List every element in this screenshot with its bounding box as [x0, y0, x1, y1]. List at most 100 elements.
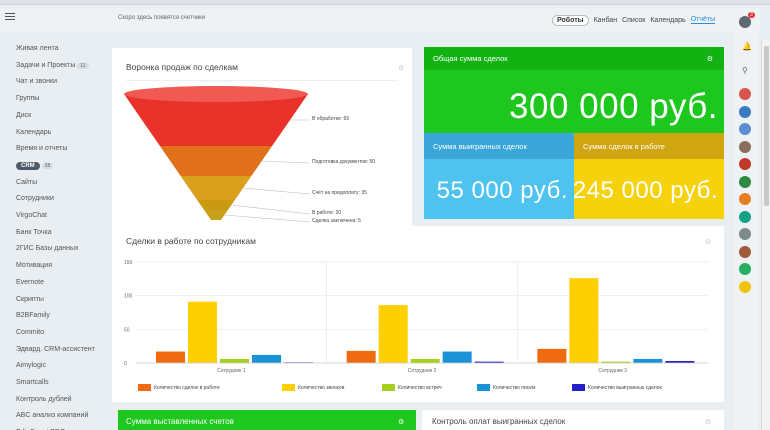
funnel-stage-label: Подготовка документов: 50 — [312, 159, 376, 165]
x-tick-label: Сотрудник 3 — [598, 368, 627, 374]
sidebar-item[interactable]: B2BFamily — [16, 312, 50, 319]
contact-avatar-icon[interactable] — [739, 245, 751, 258]
sidebar-item-label: Диск — [16, 111, 32, 119]
sidebar-item-label: CRM — [16, 161, 40, 170]
legend-item[interactable]: Количество выигранных сделок — [572, 384, 662, 391]
contact-avatar-icon[interactable] — [739, 263, 751, 275]
won-sum-value: 55 000 руб. — [436, 177, 568, 204]
legend-item[interactable]: Количество звонков — [282, 384, 344, 391]
sidebar-item-label: Мотивация — [16, 262, 53, 270]
contact-avatar-icon[interactable] — [739, 140, 751, 153]
sidebar-item[interactable]: VirgoChat — [16, 212, 47, 219]
tab-kanban[interactable]: Канбан — [593, 16, 618, 24]
contact-avatar-icon[interactable] — [739, 280, 751, 293]
funnel-title: Воронка продаж по сделкам — [126, 62, 238, 72]
sidebar-item[interactable]: Группы — [16, 95, 39, 102]
y-tick-label: 150 — [124, 260, 133, 266]
contact-avatar-icon[interactable] — [739, 158, 751, 170]
sidebar-item[interactable]: Живая лента — [16, 45, 59, 52]
bell-icon[interactable]: 🔔 — [742, 42, 752, 51]
report-content: Воронка продаж по сделкам ⚙ В обработке:… — [112, 40, 728, 430]
search-icon[interactable]: ⚲ — [742, 66, 748, 75]
sidebar-item[interactable]: Диск — [16, 112, 31, 119]
sidebar-item[interactable]: Календарь — [16, 129, 51, 136]
sidebar-item[interactable]: Мотивация — [16, 262, 52, 269]
legend-item[interactable]: Количество встреч — [382, 384, 442, 391]
bar — [378, 305, 408, 363]
legend-item[interactable]: Количество сделок в работе — [138, 384, 220, 391]
sidebar-item[interactable]: Evernote — [16, 279, 44, 286]
contact-avatar-icon[interactable] — [739, 210, 751, 223]
gear-icon[interactable]: ⚙ — [705, 419, 712, 426]
menu-icon[interactable] — [5, 13, 15, 21]
sidebar-item[interactable]: Время и отчеты — [16, 145, 67, 152]
sidebar-item[interactable]: Commito — [16, 329, 44, 336]
sidebar-item[interactable]: Банк Точка — [16, 229, 52, 236]
sidebar-item-label: Календарь — [16, 128, 52, 136]
sidebar-item[interactable]: Контроль дублей — [16, 396, 72, 403]
contact-avatar-icon[interactable] — [739, 88, 751, 100]
sidebar-item[interactable]: Smartcalls — [16, 379, 49, 386]
gear-icon[interactable]: ⚙ — [398, 419, 405, 426]
right-panel: 3 🔔 ⚲ — [733, 8, 758, 430]
sidebar-item[interactable]: Задачи и Проекты 11 — [16, 62, 89, 69]
legend-swatch — [572, 384, 585, 391]
sidebar-item-label: 2ГИС Базы данных — [16, 245, 79, 253]
gear-icon[interactable]: ⚙ — [706, 56, 713, 63]
scroll-thumb[interactable] — [764, 46, 769, 206]
payments-card: Контроль оплат выигранных сделок ⚙ — [422, 410, 724, 430]
legend-item[interactable]: Количество писем — [477, 384, 535, 391]
contact-avatar-icon[interactable] — [739, 175, 751, 188]
contact-avatar-icon[interactable] — [739, 193, 751, 205]
sidebar-item-label: Эдвард. CRM-ассистент — [16, 345, 95, 353]
gear-icon[interactable]: ⚙ — [398, 65, 405, 72]
sidebar-item-label: Банк Точка — [16, 228, 52, 236]
sidebar-item[interactable]: Скрипты — [16, 296, 44, 303]
sidebar-item[interactable]: Сотрудники — [16, 195, 54, 202]
funnel-stage — [204, 210, 228, 220]
legend-label: Количество писем — [493, 384, 536, 391]
bar — [220, 358, 249, 363]
employees-chart-title: Сделки в работе по сотрудникам — [126, 236, 256, 246]
contact-avatar-icon[interactable] — [739, 123, 751, 135]
contact-avatar-icon[interactable] — [739, 105, 751, 118]
in-work-sum-title: Сумма сделок в работе — [583, 142, 665, 151]
tab-calendar[interactable]: Календарь — [650, 16, 686, 24]
sidebar: Живая лента Задачи и Проекты 11 Чат и звонк… — [0, 40, 107, 430]
bar — [410, 358, 440, 363]
legend-swatch — [477, 384, 490, 391]
y-tick-label: 50 — [124, 327, 130, 333]
in-work-sum-tile: Сумма сделок в работе 245 000 руб. — [573, 133, 724, 219]
sidebar-item[interactable]: CRM 38 — [16, 161, 54, 170]
sidebar-item[interactable]: Чат и звонки — [16, 78, 57, 85]
sidebar-item-count: 11 — [77, 62, 89, 69]
browser-bar — [0, 0, 770, 5]
sidebar-item-label: Время и отчеты — [16, 145, 68, 153]
sidebar-item[interactable]: 2ГИС Базы данных — [16, 245, 79, 252]
x-tick-label: Сотрудник 1 — [217, 368, 246, 374]
invoices-card: Сумма выставленных счетов ⚙ — [118, 410, 416, 430]
user-avatar-icon[interactable] — [739, 16, 751, 28]
top-header — [0, 8, 760, 32]
tab-robots[interactable]: Роботы — [552, 14, 589, 26]
contact-avatar-icon[interactable] — [739, 228, 751, 240]
sidebar-item-label: Чат и звонки — [16, 78, 57, 86]
tab-reports[interactable]: Отчёты — [690, 16, 716, 24]
page-scrollbar[interactable] — [761, 40, 770, 430]
sidebar-item[interactable]: Сайты — [16, 179, 37, 186]
sidebar-item[interactable]: ABC анализ компаний — [16, 412, 88, 419]
sidebar-item-label: Aimylogic — [16, 362, 46, 370]
gear-icon[interactable]: ⚙ — [705, 239, 712, 246]
total-sum-title: Общая сумма сделок — [433, 54, 508, 63]
sidebar-item[interactable]: Aimylogic — [16, 362, 46, 369]
bar — [601, 361, 631, 363]
sidebar-item-label: Живая лента — [16, 45, 59, 52]
bar — [156, 351, 185, 363]
legend-label: Количество звонков — [298, 384, 345, 391]
sidebar-item-label: Скрипты — [16, 295, 44, 303]
counters-notice: Скоро здесь появятся счетчики — [118, 15, 206, 21]
funnel-label-line — [243, 187, 311, 195]
sidebar-item[interactable]: Эдвард. CRM-ассистент — [16, 346, 95, 353]
tab-list[interactable]: Список — [622, 16, 646, 24]
invoices-title: Сумма выставленных счетов — [126, 417, 234, 426]
